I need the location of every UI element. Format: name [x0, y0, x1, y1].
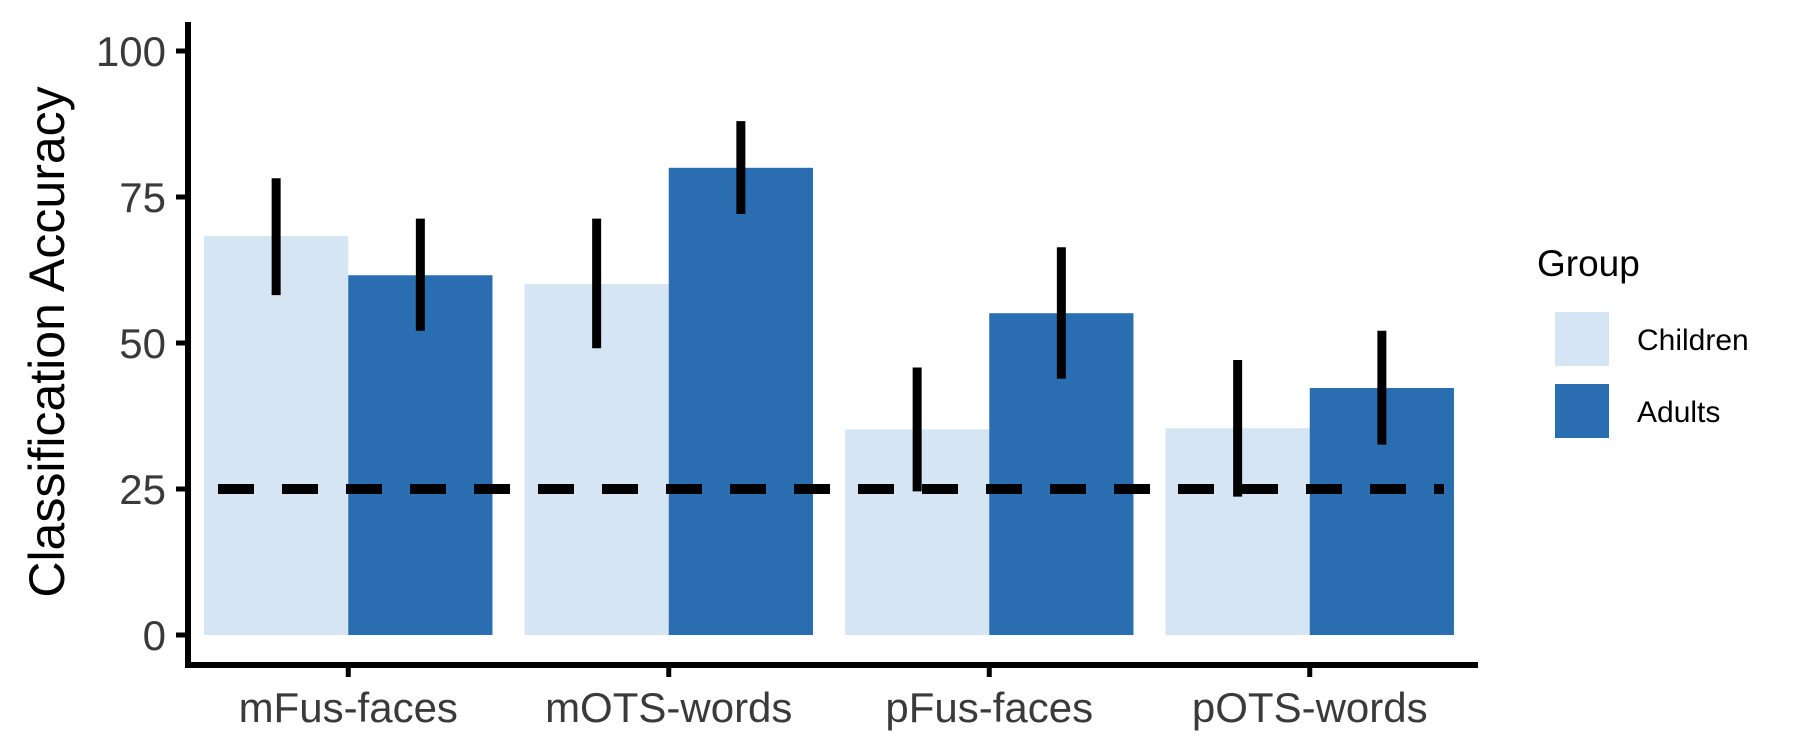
error-bars-layer: [271, 121, 1387, 497]
legend-label-adults: Adults: [1637, 396, 1720, 429]
bar-adults-mots-words: [668, 167, 813, 636]
x-tick-label: pFus-faces: [885, 684, 1093, 731]
y-tick-label: 75: [119, 174, 166, 221]
legend-label-children: Children: [1637, 324, 1749, 357]
y-axis-title: Classification Accuracy: [19, 86, 75, 597]
y-tick-label: 100: [96, 28, 166, 75]
y-tick-label: 0: [143, 612, 166, 659]
x-tick-label: mFus-faces: [239, 684, 458, 731]
legend: Group Children Adults: [1537, 243, 1749, 438]
y-tick-label: 50: [119, 320, 166, 367]
legend-key-adults: [1555, 384, 1609, 438]
legend-title: Group: [1537, 243, 1640, 284]
x-tick-label: pOTS-words: [1192, 684, 1428, 731]
x-tick-label: mOTS-words: [545, 684, 792, 731]
legend-items: Children Adults: [1555, 312, 1749, 438]
y-tick-label: 25: [119, 466, 166, 513]
bars-layer: [204, 167, 1454, 636]
y-ticks-layer: 0 25 50 75 100: [96, 28, 188, 659]
bar-children-mfus-faces: [204, 236, 349, 635]
bar-adults-mfus-faces: [348, 275, 493, 635]
legend-key-children: [1555, 312, 1609, 366]
x-ticks-layer: mFus-faces mOTS-words pFus-faces pOTS-words: [239, 665, 1428, 731]
